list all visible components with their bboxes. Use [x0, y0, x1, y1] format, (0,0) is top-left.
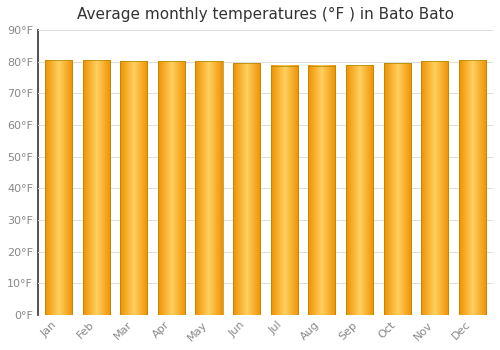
- Bar: [120, 61, 148, 315]
- Bar: [459, 61, 486, 315]
- Bar: [45, 60, 72, 315]
- Bar: [233, 63, 260, 315]
- Title: Average monthly temperatures (°F ) in Bato Bato: Average monthly temperatures (°F ) in Ba…: [77, 7, 454, 22]
- Bar: [196, 61, 222, 315]
- Bar: [421, 61, 448, 315]
- Bar: [82, 60, 110, 315]
- Bar: [308, 65, 336, 315]
- Bar: [346, 65, 373, 315]
- Bar: [158, 61, 185, 315]
- Bar: [270, 65, 298, 315]
- Bar: [384, 63, 410, 315]
